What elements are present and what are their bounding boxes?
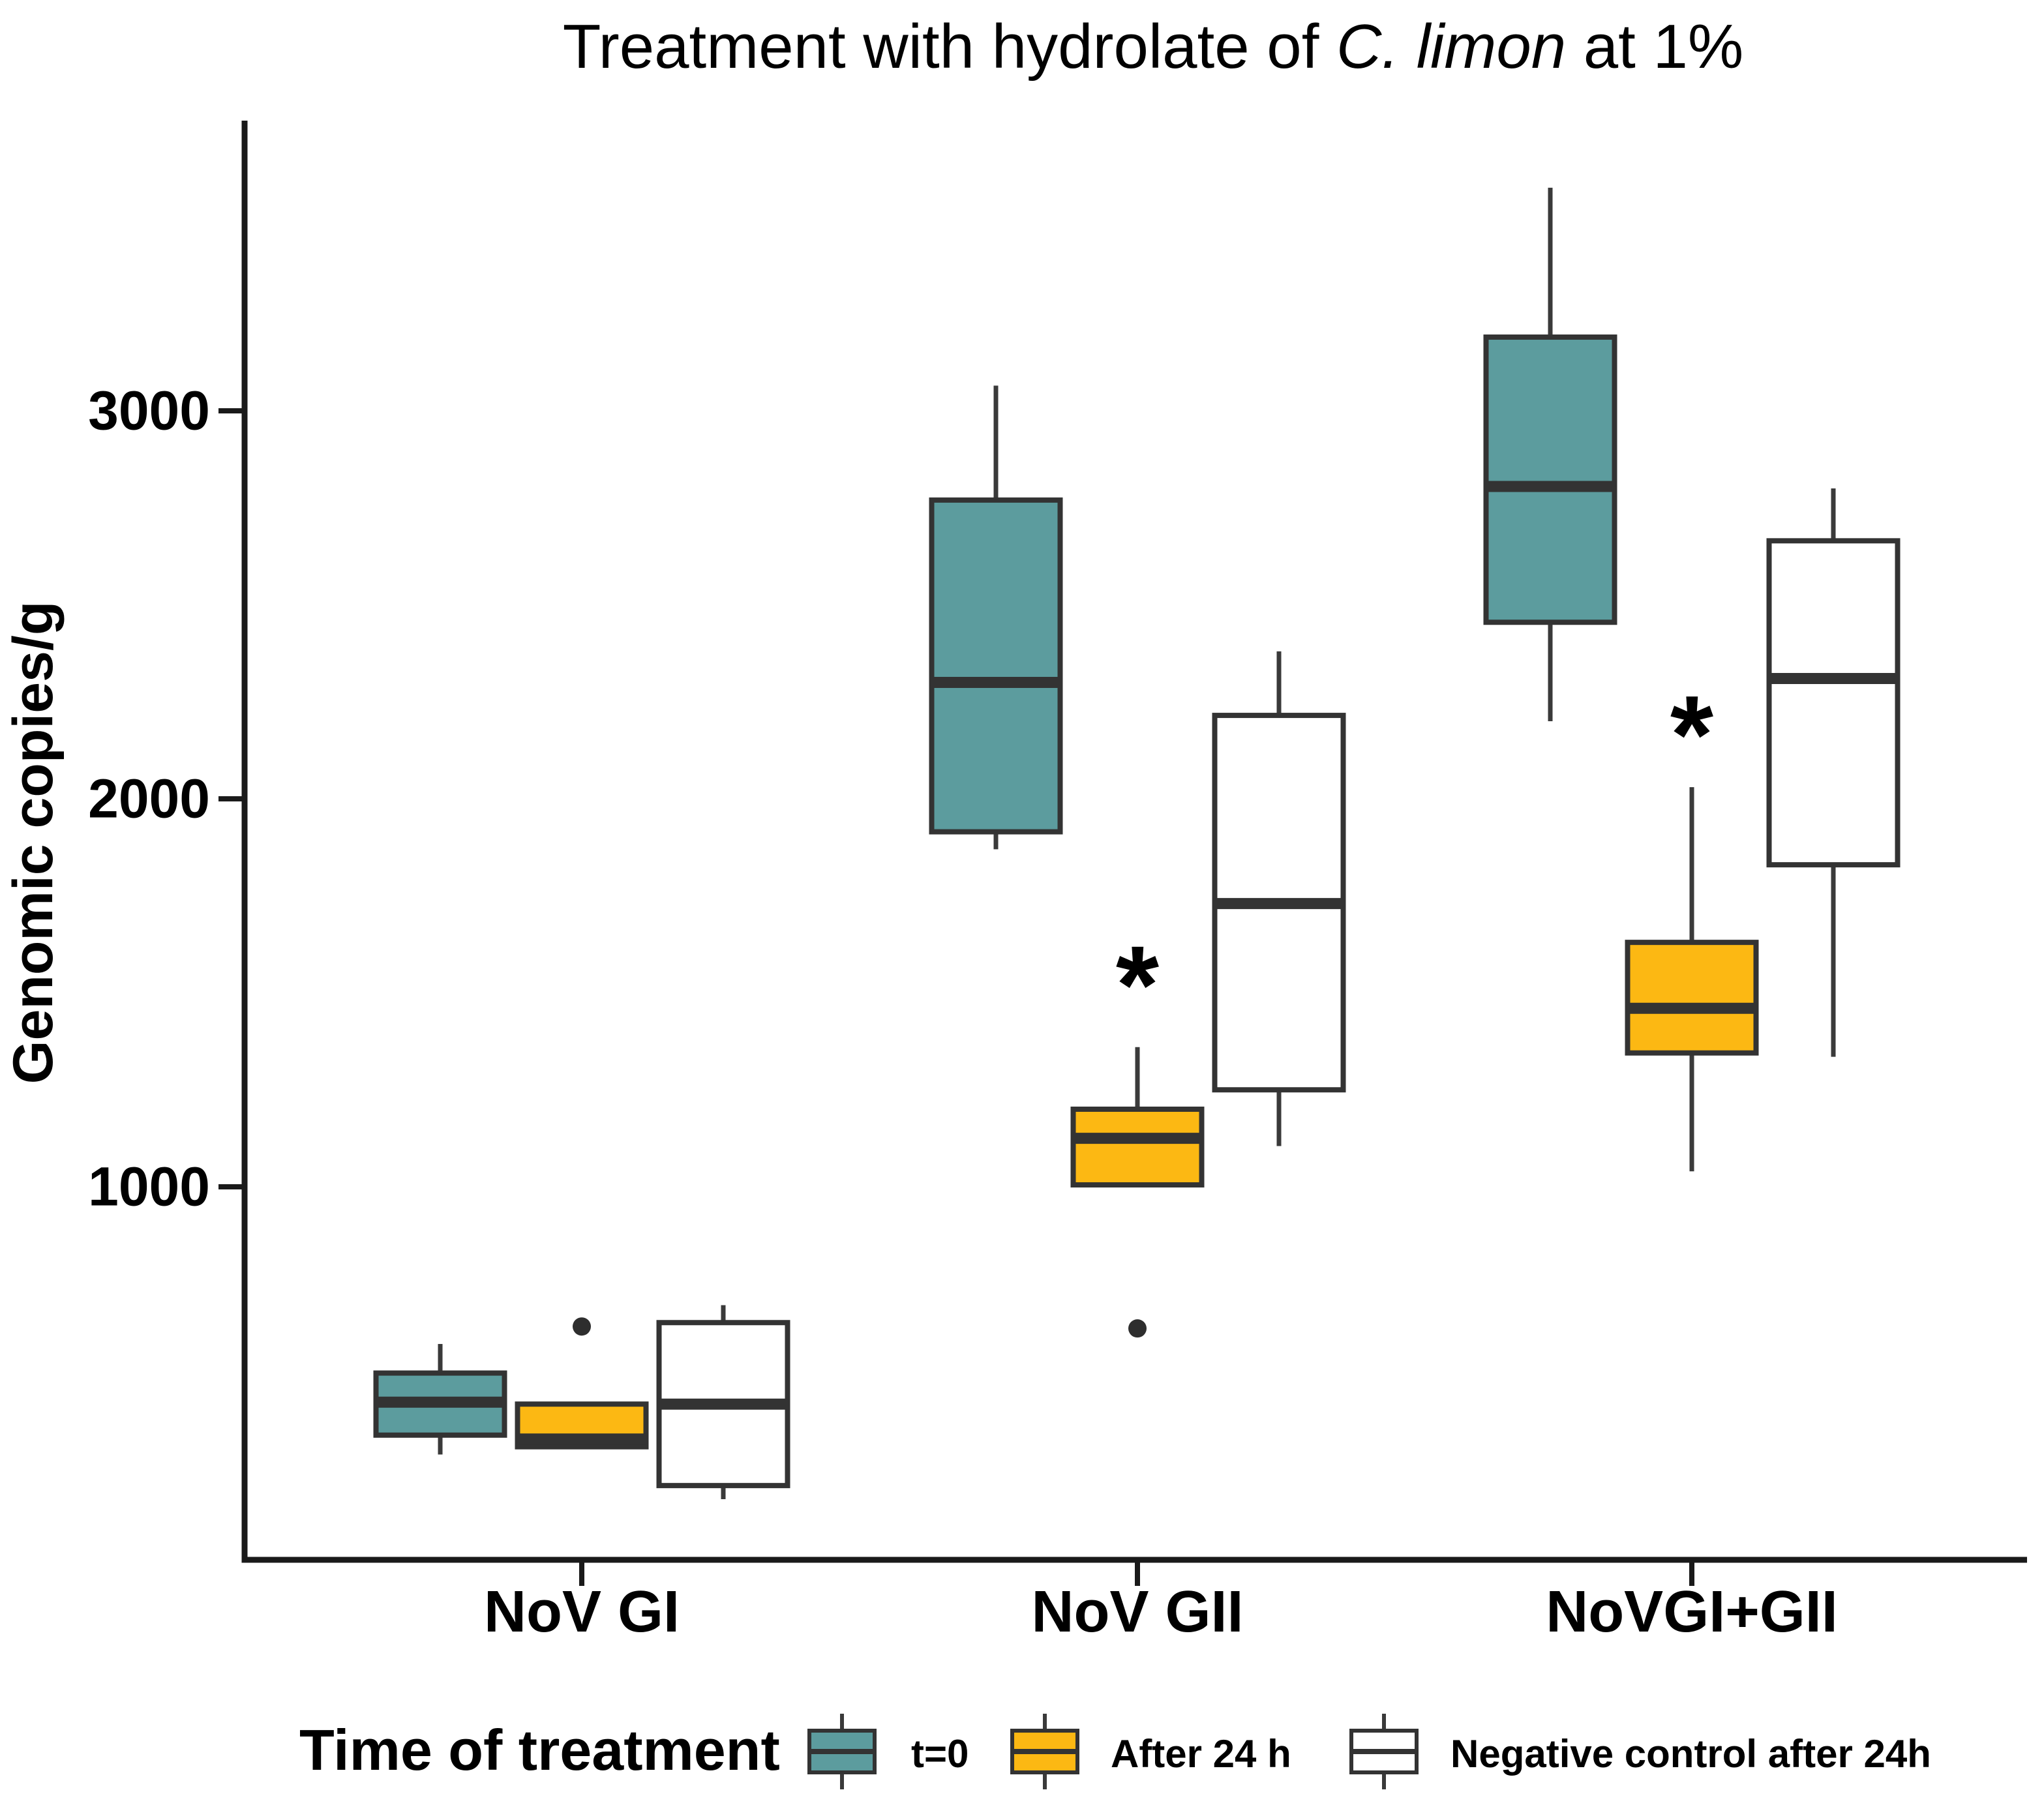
y-tick-label: 3000 [88, 380, 210, 441]
y-axis-label: Genomic copies/g [2, 601, 65, 1084]
chart-title-part: at 1% [1566, 12, 1743, 82]
x-category-label-novgi-gii: NoVGI+GII [1546, 1579, 1838, 1645]
y-tick-label: 1000 [88, 1156, 210, 1217]
significance-asterisk-novgi-gii: * [1670, 673, 1713, 797]
x-category-label-nov-gi: NoV GI [484, 1579, 680, 1645]
box-t-0-novgi-gii [1483, 334, 1617, 625]
legend-title: Time of treatment [299, 1718, 780, 1782]
significance-asterisk-nov-gii: * [1116, 923, 1159, 1047]
box-t-0-nov-gii [929, 497, 1063, 835]
box-negative-control-after-24h-novgi-gii [1766, 538, 1901, 868]
outlier-point-after-24-h-nov-gi [573, 1317, 591, 1336]
box-after-24-h-nov-gii [1070, 1107, 1205, 1188]
chart-title-part: Treatment with hydrolate of [563, 12, 1336, 82]
chart-title-part: C. limon [1336, 12, 1566, 82]
y-tick-label: 2000 [88, 768, 210, 829]
x-category-label-nov-gii: NoV GII [1031, 1579, 1243, 1645]
legend-item-label-negative-control-after-24h: Negative control after 24h [1450, 1732, 1931, 1776]
outlier-point-after-24-h-nov-gii [1128, 1319, 1147, 1338]
box-after-24-h-novgi-gii [1625, 940, 1759, 1056]
chart-title: Treatment with hydrolate of C. limon at … [563, 12, 1744, 82]
legend-item-label-t-0: t=0 [911, 1732, 969, 1776]
legend-item-label-after-24-h: After 24 h [1111, 1732, 1291, 1776]
